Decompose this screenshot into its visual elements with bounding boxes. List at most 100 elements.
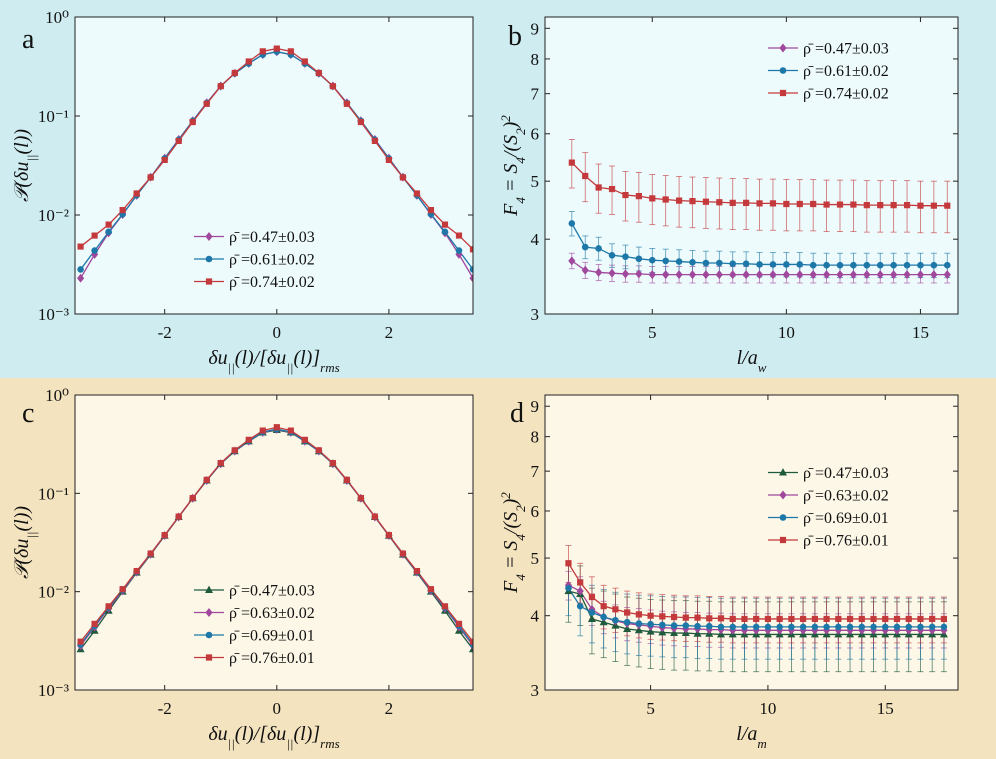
marker [858,623,866,631]
marker [796,270,804,280]
marker [835,615,842,623]
marker [930,261,938,269]
marker [133,190,140,197]
label-part: = S [500,164,522,198]
panel-letter: a [22,24,35,55]
legend-label: ρ̄ =0.47±0.03 [229,583,315,600]
marker [582,172,589,180]
axis-label: l/aw [737,347,767,375]
y-tick-label: 5 [531,172,540,191]
marker [823,623,830,631]
label-part: (l)] [293,347,320,369]
marker [568,159,575,166]
marker [756,261,763,268]
marker [930,202,937,209]
marker [893,623,901,631]
marker [917,623,924,631]
marker [175,137,182,145]
marker [694,622,701,630]
label-part: || [24,155,39,162]
label-part: || [286,736,293,751]
marker [782,270,790,280]
marker [729,623,737,631]
marker [778,468,788,476]
marker [702,270,710,280]
label-part: 2 [498,115,513,122]
label-part: = S [500,541,522,575]
marker [577,579,584,586]
y-tick-label: 10⁰ [45,8,69,27]
marker [836,270,844,280]
marker [205,255,213,263]
marker [441,228,449,236]
label-part: || [228,736,235,751]
label-part: 4 [513,574,528,581]
marker [469,246,473,253]
marker [753,615,760,623]
plot-area [545,17,958,314]
marker [836,201,844,208]
marker [595,267,603,277]
marker [635,255,643,263]
marker [729,615,736,623]
marker [659,621,666,629]
marker [622,191,629,199]
panel-letter: b [508,21,522,52]
marker [779,43,787,53]
axes-box [544,16,959,315]
marker [273,45,280,52]
axis-label: δu||(l)/[δu||(l)]rms [208,723,339,751]
marker [91,620,98,628]
label-part: (l)) [11,129,33,155]
marker [882,615,889,623]
label-part: ) [500,121,522,129]
marker [850,261,857,269]
marker [917,615,924,623]
plot-marks [77,45,473,283]
marker [147,550,154,557]
marker [343,476,350,483]
legend-label: ρ̄ =0.63±0.02 [229,605,315,622]
marker [635,193,642,200]
marker [688,270,697,280]
legend-label: ρ̄ =0.76±0.01 [229,650,315,667]
marker [675,258,683,265]
marker [662,196,669,203]
marker [930,270,938,280]
marker [647,620,654,628]
axis-label: F4 = S4/(S2)2 [498,115,528,217]
marker [357,118,364,126]
y-tick-label: 9 [531,397,540,416]
marker [315,69,322,77]
marker [648,270,656,280]
marker [835,623,842,631]
marker [259,427,266,434]
marker [581,265,589,275]
marker [890,270,898,280]
marker [147,174,154,181]
marker [581,243,589,251]
y-tick-label: 4 [531,607,540,626]
y-tick-label: 6 [531,125,540,144]
marker [588,593,596,601]
plot-area [545,395,958,690]
label-part: 𝒫(δu [11,539,33,579]
marker [576,586,584,596]
marker [468,644,473,653]
axes-box [544,394,959,691]
marker [175,513,182,520]
marker [119,207,126,214]
marker [133,567,140,575]
marker [928,623,936,631]
x-tick-label: -2 [158,323,172,342]
y-tick-label: 10⁻¹ [38,107,69,126]
marker [205,631,213,639]
marker [77,266,84,273]
marker [715,270,723,280]
marker [623,624,632,632]
marker [706,615,713,622]
label-part: rms [320,736,340,751]
y-tick-label: 9 [531,19,540,38]
marker [741,623,748,631]
